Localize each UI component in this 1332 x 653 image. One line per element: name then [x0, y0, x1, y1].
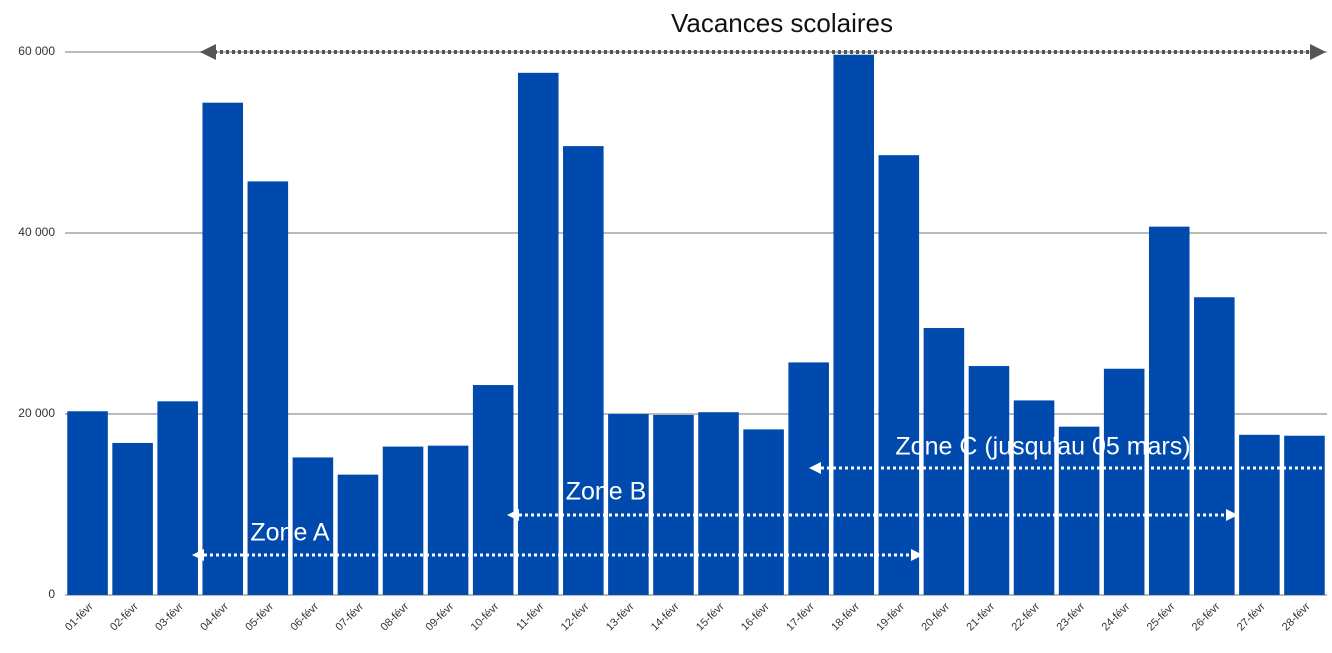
x-tick-label: 11-févr: [514, 600, 546, 632]
x-tick-label: 01-févr: [63, 600, 96, 633]
bar: [608, 414, 649, 595]
x-tick-label: 14-févr: [649, 600, 682, 633]
x-tick-label: 18-févr: [829, 600, 862, 633]
x-tick-label: 24-févr: [1100, 600, 1133, 633]
bar: [923, 328, 965, 595]
x-tick-label: 09-févr: [424, 600, 457, 633]
x-tick-label: 05-févr: [243, 600, 276, 633]
x-tick-label: 13-févr: [604, 600, 637, 633]
x-tick-label: 20-févr: [919, 600, 952, 633]
x-tick-label: 16-févr: [739, 600, 772, 633]
x-tick-label: 27-févr: [1235, 600, 1268, 633]
annotation: Zone B: [566, 478, 647, 506]
x-tick-label: 02-févr: [108, 600, 141, 633]
x-tick-label: 08-févr: [379, 600, 412, 633]
bar: [653, 414, 694, 595]
bar: [1013, 400, 1055, 595]
bar: [968, 366, 1010, 595]
bar: [67, 411, 108, 595]
bar: [1194, 297, 1235, 595]
x-tick-label: 06-févr: [288, 600, 321, 633]
bar: [833, 54, 875, 595]
y-tick-label: 40 000: [18, 225, 55, 239]
x-tick-label: 17-févr: [784, 600, 817, 633]
bar: [1284, 435, 1325, 595]
annotation: Zone C (jusqu'au 05 mars): [895, 433, 1190, 461]
x-tick-label: 26-févr: [1190, 600, 1223, 633]
bar: [1103, 368, 1145, 595]
bar: [878, 155, 920, 596]
bar: [788, 362, 829, 595]
bar: [1148, 226, 1190, 596]
x-tick-label: 23-févr: [1055, 600, 1088, 633]
x-tick-label: 19-févr: [874, 600, 907, 633]
x-tick-label: 10-févr: [469, 600, 502, 633]
bar: [472, 385, 514, 595]
bar: [202, 102, 244, 596]
y-tick-label: 0: [48, 587, 55, 601]
x-tick-label: 12-févr: [559, 600, 592, 633]
bar: [247, 181, 289, 596]
x-tick-label: 21-févr: [964, 600, 997, 633]
bar: [698, 412, 739, 595]
bar: [292, 457, 334, 595]
x-tick-label: 04-févr: [198, 600, 231, 633]
bar: [337, 474, 379, 595]
bar: [112, 442, 153, 595]
bar: [382, 446, 424, 595]
bar: [743, 429, 784, 595]
bar: [427, 445, 469, 595]
bar: [517, 72, 559, 595]
annotation-title: Vacances scolaires: [671, 8, 893, 38]
x-tick-label: 15-févr: [694, 600, 727, 633]
x-tick-label: 28-févr: [1280, 600, 1313, 633]
x-tick-label: 25-févr: [1145, 600, 1178, 633]
bar: [157, 401, 198, 595]
y-tick-label: 60 000: [18, 44, 55, 58]
x-tick-label: 07-févr: [333, 600, 366, 633]
x-tick-label: 22-févr: [1010, 600, 1043, 633]
y-tick-label: 20 000: [18, 406, 55, 420]
bar: [563, 146, 604, 595]
annotation: Zone A: [250, 519, 330, 547]
x-tick-label: 03-févr: [153, 600, 186, 633]
bar: [1239, 434, 1280, 595]
